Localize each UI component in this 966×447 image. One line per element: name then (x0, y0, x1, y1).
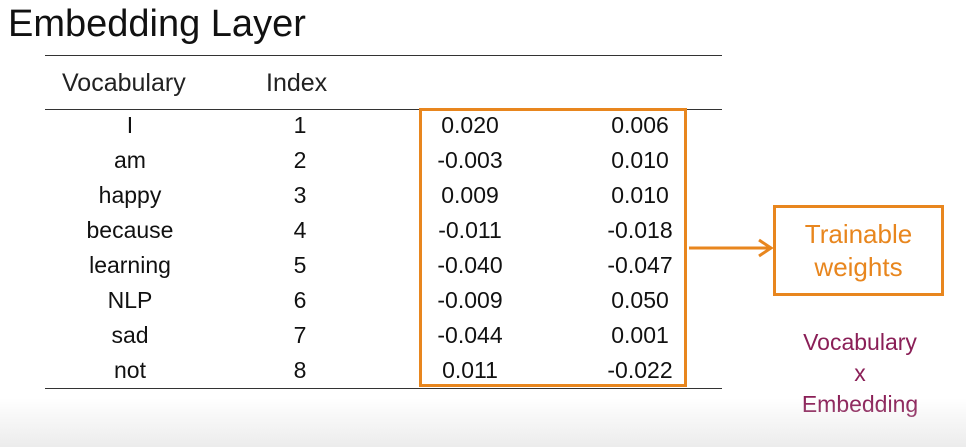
slide-title: Embedding Layer (8, 3, 306, 45)
callout-line-2: weights (814, 251, 903, 282)
vocab-index: 6 (293, 287, 307, 313)
table-header-rule (45, 109, 722, 110)
vocab-word: sad (111, 322, 149, 348)
weight-dim-2: -0.047 (607, 252, 673, 278)
weight-dim-1: 0.020 (441, 112, 499, 138)
weight-dim-2: 0.010 (611, 182, 669, 208)
weight-dim-2: 0.001 (611, 322, 669, 348)
weight-dim-1: -0.040 (437, 252, 503, 278)
callout-line-1: Trainable (804, 218, 913, 249)
weight-dim-1: -0.011 (438, 217, 502, 243)
weight-dim-1: -0.003 (437, 147, 503, 173)
weight-dim-2: -0.022 (607, 357, 673, 383)
trainable-weights-callout: Trainable weights (773, 205, 944, 296)
weights-highlight-box (419, 108, 687, 387)
vocab-index: 7 (293, 322, 307, 348)
weight-dim-2: -0.018 (607, 217, 673, 243)
vocab-index: 2 (293, 147, 307, 173)
vocab-index: 3 (293, 182, 307, 208)
weight-dim-1: 0.009 (441, 182, 499, 208)
table-bottom-rule (45, 388, 722, 389)
column-header-index: Index (266, 69, 328, 97)
dimensions-line-2: x (854, 360, 866, 386)
weight-dim-2: 0.010 (611, 147, 669, 173)
vocab-index: 1 (293, 112, 307, 138)
table-top-rule (45, 55, 722, 56)
vocab-index: 8 (293, 357, 307, 383)
dimensions-line-1: Vocabulary (803, 329, 917, 355)
vocab-index: 5 (293, 252, 307, 278)
vocab-word: I (126, 112, 134, 138)
video-bottom-fade (0, 398, 966, 447)
arrow-right-icon (689, 238, 774, 258)
column-header-vocabulary: Vocabulary (62, 69, 186, 97)
vocab-word: learning (89, 252, 171, 278)
vocab-word: because (86, 217, 174, 243)
weight-dim-1: 0.011 (442, 357, 498, 383)
vocab-index: 4 (293, 217, 307, 243)
weight-dim-1: -0.044 (437, 322, 503, 348)
vocab-word: not (114, 357, 146, 383)
vocab-word: happy (98, 182, 162, 208)
vocab-word: am (114, 147, 146, 173)
weight-dim-1: -0.009 (437, 287, 503, 313)
weight-dim-2: 0.050 (611, 287, 669, 313)
weight-dim-2: 0.006 (611, 112, 669, 138)
vocab-word: NLP (107, 287, 153, 313)
